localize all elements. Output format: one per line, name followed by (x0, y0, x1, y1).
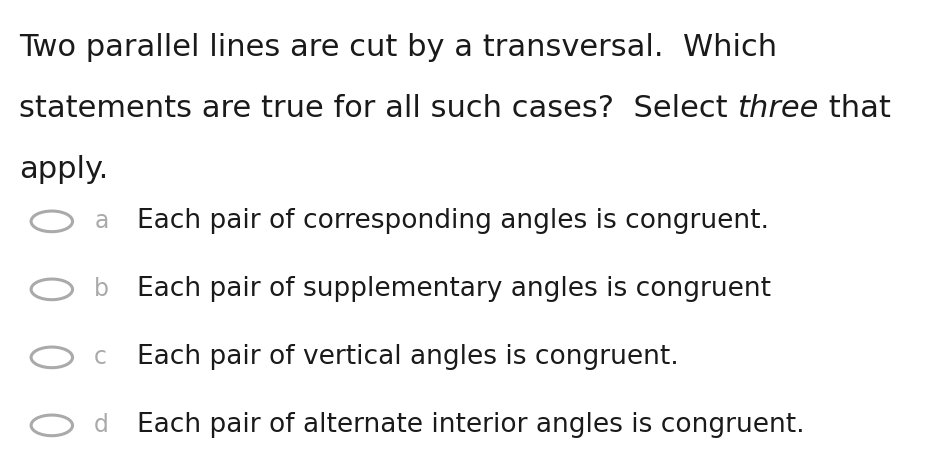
Text: Each pair of vertical angles is congruent.: Each pair of vertical angles is congruen… (137, 344, 678, 371)
Text: three: three (738, 94, 819, 123)
Text: c: c (94, 345, 107, 370)
Text: b: b (94, 277, 109, 302)
Text: apply.: apply. (19, 155, 108, 184)
Text: a: a (94, 209, 108, 234)
Text: that: that (819, 94, 890, 123)
Text: Each pair of alternate interior angles is congruent.: Each pair of alternate interior angles i… (137, 412, 804, 439)
Text: Two parallel lines are cut by a transversal.  Which: Two parallel lines are cut by a transver… (19, 33, 777, 62)
Text: statements are true for all such cases?  Select: statements are true for all such cases? … (19, 94, 738, 123)
Text: Each pair of supplementary angles is congruent: Each pair of supplementary angles is con… (137, 276, 771, 303)
Text: d: d (94, 413, 109, 438)
Text: Each pair of corresponding angles is congruent.: Each pair of corresponding angles is con… (137, 208, 769, 234)
